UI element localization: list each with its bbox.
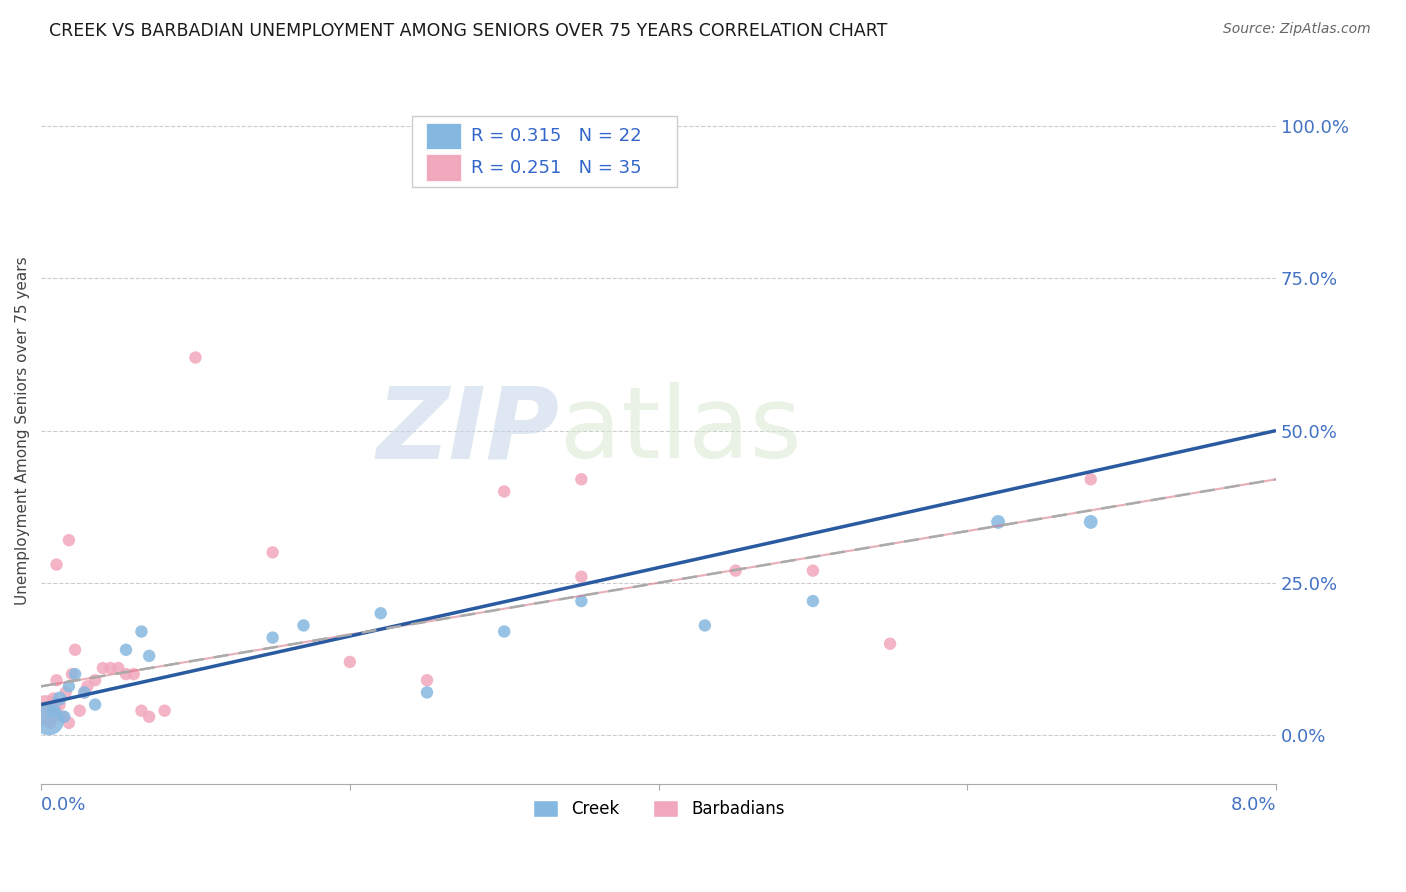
Point bbox=[58, 533, 80, 548]
Point bbox=[38, 713, 60, 727]
Point bbox=[879, 637, 901, 651]
Point bbox=[55, 685, 77, 699]
Point bbox=[292, 618, 315, 632]
Point bbox=[370, 606, 392, 620]
Point bbox=[138, 710, 160, 724]
Text: CREEK VS BARBADIAN UNEMPLOYMENT AMONG SENIORS OVER 75 YEARS CORRELATION CHART: CREEK VS BARBADIAN UNEMPLOYMENT AMONG SE… bbox=[49, 22, 887, 40]
Point bbox=[45, 558, 67, 572]
Point bbox=[115, 667, 138, 681]
Bar bbox=[412, 116, 678, 187]
Point bbox=[138, 648, 160, 663]
Point bbox=[1080, 472, 1102, 486]
Point bbox=[115, 642, 138, 657]
Text: 0.0%: 0.0% bbox=[41, 796, 87, 814]
Point bbox=[60, 667, 83, 681]
Point bbox=[153, 704, 176, 718]
Text: Source: ZipAtlas.com: Source: ZipAtlas.com bbox=[1223, 22, 1371, 37]
Point bbox=[801, 564, 824, 578]
Bar bbox=[426, 154, 461, 181]
Point bbox=[63, 667, 86, 681]
Point bbox=[131, 704, 153, 718]
Point bbox=[693, 618, 716, 632]
Point bbox=[184, 351, 207, 365]
Point bbox=[107, 661, 129, 675]
Point bbox=[494, 484, 516, 499]
Point bbox=[91, 661, 114, 675]
Point bbox=[131, 624, 153, 639]
Point bbox=[63, 642, 86, 657]
Point bbox=[339, 655, 361, 669]
Point bbox=[262, 545, 284, 559]
Point bbox=[48, 691, 70, 706]
Legend: Creek, Barbadians: Creek, Barbadians bbox=[526, 793, 792, 825]
Point bbox=[494, 624, 516, 639]
Point bbox=[69, 704, 91, 718]
Point bbox=[569, 472, 592, 486]
Point bbox=[42, 704, 65, 718]
Point bbox=[987, 515, 1010, 529]
Point bbox=[569, 119, 592, 133]
Point bbox=[569, 594, 592, 608]
Point bbox=[100, 661, 122, 675]
Point bbox=[84, 673, 107, 688]
Point bbox=[42, 691, 65, 706]
Point bbox=[801, 594, 824, 608]
Point bbox=[569, 570, 592, 584]
Text: atlas: atlas bbox=[560, 382, 801, 479]
Bar bbox=[426, 122, 461, 150]
Point bbox=[1080, 515, 1102, 529]
Point bbox=[122, 667, 145, 681]
Text: ZIP: ZIP bbox=[377, 382, 560, 479]
Point bbox=[48, 698, 70, 712]
Y-axis label: Unemployment Among Seniors over 75 years: Unemployment Among Seniors over 75 years bbox=[15, 256, 30, 605]
Text: 8.0%: 8.0% bbox=[1230, 796, 1277, 814]
Point bbox=[416, 673, 439, 688]
Point bbox=[58, 715, 80, 730]
Point bbox=[53, 710, 76, 724]
Point bbox=[416, 685, 439, 699]
Point bbox=[52, 710, 75, 724]
Point bbox=[73, 685, 96, 699]
Point bbox=[35, 704, 58, 718]
Point bbox=[262, 631, 284, 645]
Point bbox=[76, 679, 98, 693]
Point bbox=[724, 564, 747, 578]
Point bbox=[45, 673, 67, 688]
Point bbox=[58, 679, 80, 693]
Text: R = 0.315   N = 22: R = 0.315 N = 22 bbox=[471, 127, 641, 145]
Point bbox=[73, 685, 96, 699]
Text: R = 0.251   N = 35: R = 0.251 N = 35 bbox=[471, 159, 641, 177]
Point bbox=[39, 715, 62, 730]
Point bbox=[84, 698, 107, 712]
